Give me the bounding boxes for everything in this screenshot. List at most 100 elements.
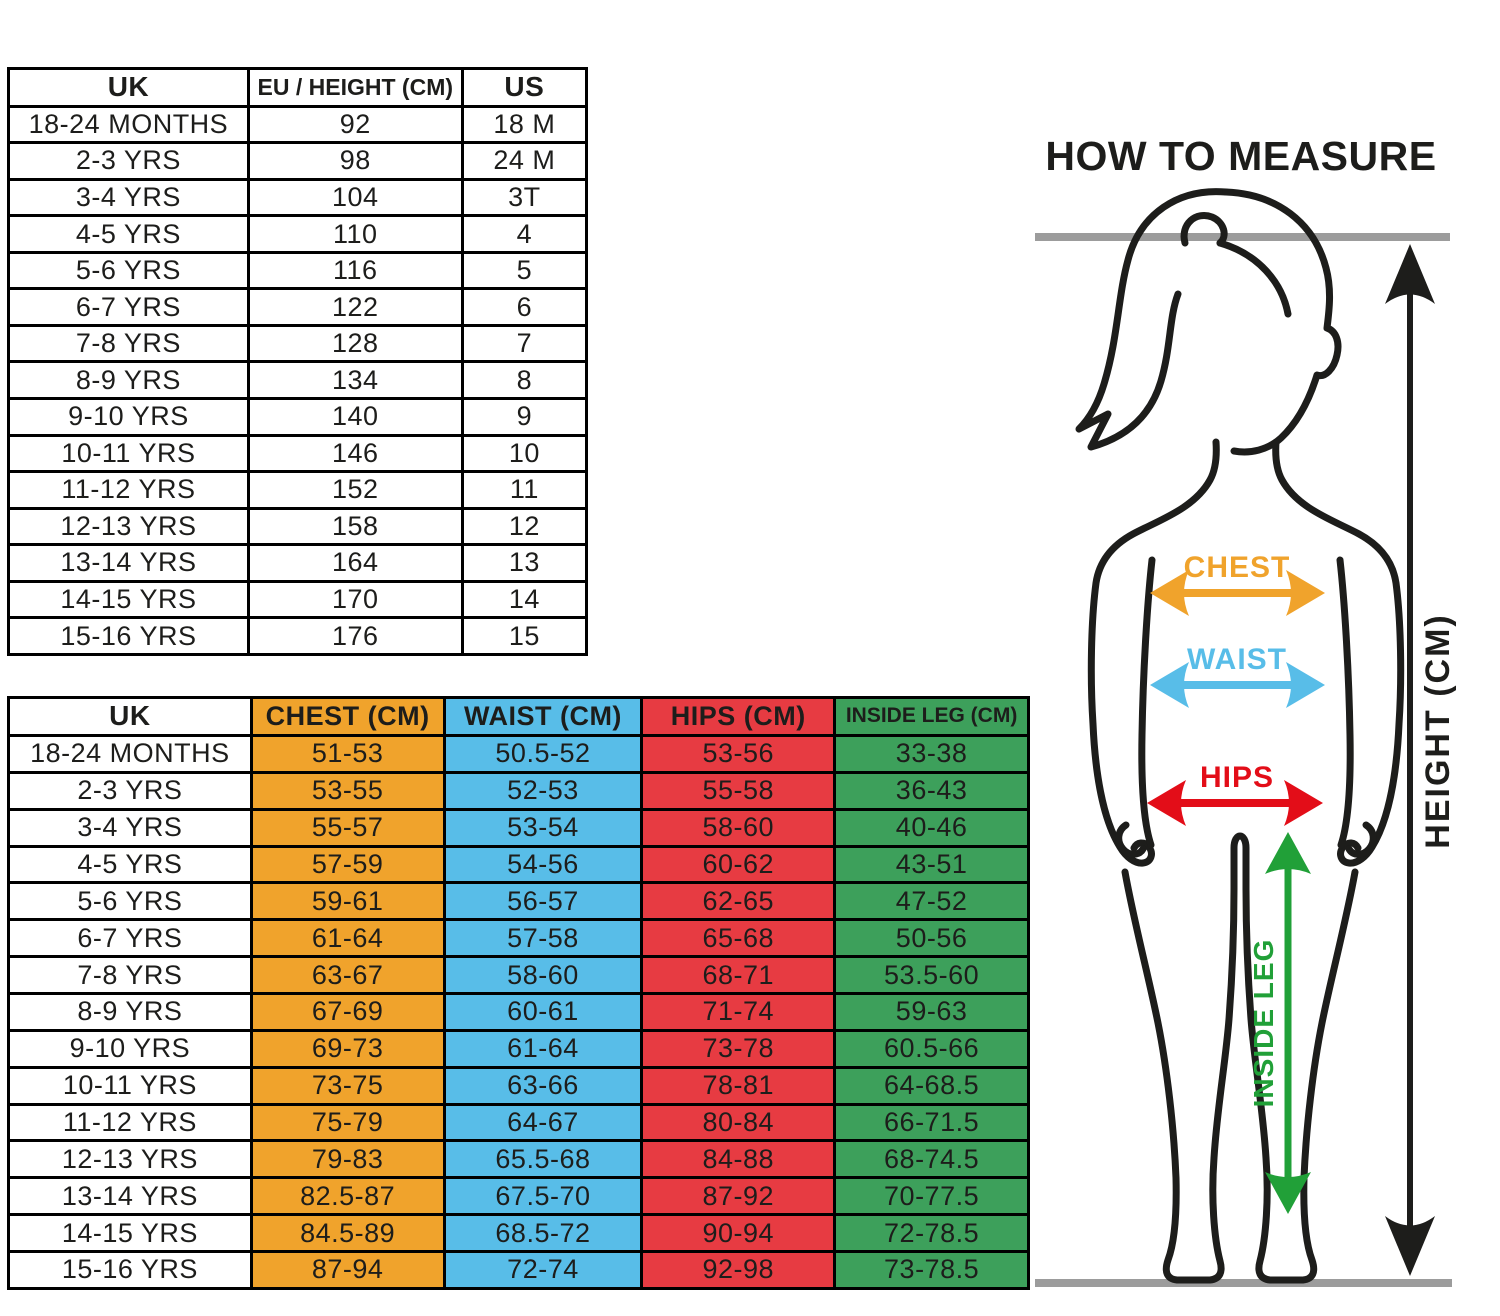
table-row: 18-24 MONTHS 51-53 50.5-52 53-56 33-38 (7, 733, 1030, 774)
table-cell: 71-74 (640, 991, 837, 1032)
table-cell: 140 (246, 397, 464, 437)
inside-leg-arrowhead-up-icon (1265, 832, 1311, 874)
table-cell: 33-38 (833, 733, 1030, 774)
hips-arrow: HIPS (1147, 761, 1323, 826)
table-cell: 87-92 (640, 1176, 837, 1217)
table-cell: 3-4 YRS (7, 177, 250, 218)
table-cell: 92 (246, 104, 464, 145)
table-cell: 98 (246, 141, 464, 181)
table-row: 5-6 YRS 59-61 56-57 62-65 47-52 (7, 881, 1030, 922)
measurements-table: UK CHEST (CM) WAIST (CM) HIPS (CM) INSIDE LE… (7, 696, 1030, 1291)
header-row: UK EU / HEIGHT (CM) US (7, 67, 589, 108)
table-cell: 73-75 (249, 1065, 446, 1106)
column-header: INSIDE LEG (CM) (833, 696, 1030, 737)
column-header: EU / HEIGHT (CM) (246, 67, 464, 108)
table-row: 9-10 YRS 69-73 61-64 73-78 60.5-66 (7, 1028, 1030, 1069)
table-cell: 15-16 YRS (7, 1249, 253, 1291)
table-row: 18-24 MONTHS 92 18 M (7, 104, 589, 145)
table-cell: 80-84 (640, 1102, 837, 1143)
table-cell: 61-64 (442, 1028, 644, 1069)
table-cell: 3T (460, 177, 589, 218)
neck-shoulder-arm-left (1087, 438, 1220, 867)
table-cell: 12-13 YRS (7, 1139, 253, 1180)
table-cell: 36-43 (833, 770, 1030, 811)
table-row: 9-10 YRS 140 9 (7, 397, 589, 437)
table-cell: 50.5-52 (442, 733, 644, 774)
table-cell: 4-5 YRS (7, 214, 250, 254)
arm-inner-right (1336, 556, 1354, 849)
table-row: 15-16 YRS 176 15 (7, 616, 589, 656)
table-cell: 55-57 (249, 807, 446, 848)
table-cell: 50-56 (833, 918, 1030, 959)
waist-arrowhead-right-icon (1286, 662, 1325, 708)
header-row: UK CHEST (CM) WAIST (CM) HIPS (CM) INSIDE LE… (7, 696, 1030, 737)
table-row: 4-5 YRS 110 4 (7, 214, 589, 254)
table-cell: 63-66 (442, 1065, 644, 1106)
table-cell: 43-51 (833, 844, 1030, 885)
table-row: 12-13 YRS 79-83 65.5-68 84-88 68-74.5 (7, 1139, 1030, 1180)
table-row: 13-14 YRS 164 13 (7, 543, 589, 583)
table-cell: 73-78 (640, 1028, 837, 1069)
table-cell: 67.5-70 (442, 1176, 644, 1217)
table-cell: 116 (246, 250, 464, 291)
table-cell: 51-53 (249, 733, 446, 774)
table-cell: 152 (246, 470, 464, 510)
conversion-table: UK EU / HEIGHT (CM) US 18-24 MONTHS 92 18 M 2-… (7, 67, 589, 656)
table-cell: 7-8 YRS (7, 323, 250, 364)
table-row: 14-15 YRS 84.5-89 68.5-72 90-94 72-78.5 (7, 1213, 1030, 1253)
table-cell: 3-4 YRS (7, 807, 253, 848)
inside-leg-label: INSIDE LEG (1248, 939, 1279, 1108)
table-cell: 53.5-60 (833, 955, 1030, 995)
table-cell: 4 (460, 214, 589, 254)
hairline-front (1216, 239, 1292, 318)
table-cell: 72-78.5 (833, 1213, 1030, 1253)
table-cell: 10-11 YRS (7, 433, 250, 474)
table-cell: 52-53 (442, 770, 644, 811)
waist-arrowhead-left-icon (1150, 662, 1189, 708)
column-header: HIPS (CM) (640, 696, 837, 737)
table-cell: 13-14 YRS (7, 1176, 253, 1217)
table-cell: 58-60 (640, 807, 837, 848)
table-row: 7-8 YRS 63-67 58-60 68-71 53.5-60 (7, 955, 1030, 995)
table-row: 3-4 YRS 104 3T (7, 177, 589, 218)
chest-arrowhead-right-icon (1286, 570, 1325, 616)
table-cell: 65-68 (640, 918, 837, 959)
height-arrow: HEIGHT (CM) (1385, 244, 1457, 1276)
table-row: 2-3 YRS 53-55 52-53 55-58 36-43 (7, 770, 1030, 811)
table-cell: 10 (460, 433, 589, 474)
table-cell: 63-67 (249, 955, 446, 995)
table-cell: 7-8 YRS (7, 955, 253, 995)
table-cell: 59-63 (833, 991, 1030, 1032)
table-cell: 8 (460, 360, 589, 400)
table-row: 11-12 YRS 75-79 64-67 80-84 66-71.5 (7, 1102, 1030, 1143)
column-header: UK (7, 696, 253, 737)
table-cell: 2-3 YRS (7, 770, 253, 811)
how-to-measure-figure: HEIGHT (CM) CHEST WAI (1035, 188, 1457, 1287)
table-cell: 59-61 (249, 881, 446, 922)
table-row: 10-11 YRS 73-75 63-66 78-81 64-68.5 (7, 1065, 1030, 1106)
table-cell: 53-56 (640, 733, 837, 774)
table-cell: 8-9 YRS (7, 360, 250, 400)
table-cell: 62-65 (640, 881, 837, 922)
inside-leg-arrowhead-down-icon (1265, 1172, 1311, 1214)
table-cell: 6 (460, 287, 589, 327)
table-cell: 54-56 (442, 844, 644, 885)
table-cell: 2-3 YRS (7, 141, 250, 181)
table-cell: 18-24 MONTHS (7, 733, 253, 774)
table-cell: 18 M (460, 104, 589, 145)
hips-label: HIPS (1200, 761, 1274, 794)
table-row: 8-9 YRS 134 8 (7, 360, 589, 400)
table-cell: 8-9 YRS (7, 991, 253, 1032)
table-cell: 60.5-66 (833, 1028, 1030, 1069)
column-header: WAIST (CM) (442, 696, 644, 737)
table-cell: 134 (246, 360, 464, 400)
table-cell: 14 (460, 579, 589, 620)
table-cell: 15-16 YRS (7, 616, 250, 656)
table-cell: 104 (246, 177, 464, 218)
column-header: CHEST (CM) (249, 696, 446, 737)
table-cell: 10-11 YRS (7, 1065, 253, 1106)
table-cell: 64-68.5 (833, 1065, 1030, 1106)
table-cell: 18-24 MONTHS (7, 104, 250, 145)
table-cell: 6-7 YRS (7, 918, 253, 959)
table-cell: 170 (246, 579, 464, 620)
